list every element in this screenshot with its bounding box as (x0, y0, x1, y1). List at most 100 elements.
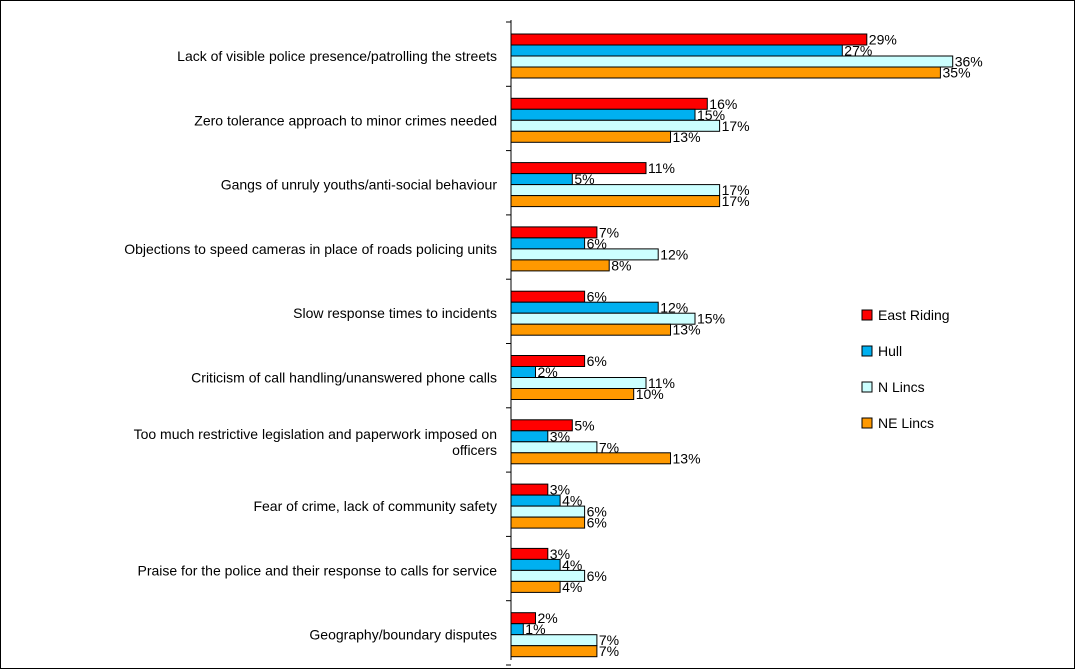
data-label: 4% (562, 579, 582, 595)
bar-n-lincs (510, 377, 647, 389)
data-label: 13% (673, 450, 701, 466)
bar-ne-lincs (510, 645, 598, 658)
data-label: 15% (697, 107, 725, 123)
data-label: 2% (538, 364, 558, 380)
bar-n-lincs (510, 184, 721, 197)
category-label: Too much restrictive legislation and pap… (134, 426, 497, 458)
category-label-line: Gangs of unruly youths/anti-social behav… (221, 177, 498, 193)
data-label: 5% (574, 171, 594, 187)
legend-swatch (861, 381, 873, 393)
data-label: 27% (844, 43, 872, 59)
bar-hull (510, 558, 561, 571)
category-label-line: Slow response times to incidents (293, 305, 497, 321)
category-label: Criticism of call handling/unanswered ph… (191, 370, 497, 386)
bar-hull (510, 366, 536, 378)
bar-hull (510, 430, 549, 443)
category-label: Zero tolerance approach to minor crimes … (194, 112, 497, 128)
bar-ne-lincs (510, 516, 586, 529)
bar-east-riding (510, 33, 868, 46)
data-label: 6% (587, 353, 607, 369)
category-label-line: Lack of visible police presence/patrolli… (177, 48, 497, 64)
category-label: Slow response times to incidents (293, 305, 497, 321)
data-label: 29% (869, 32, 897, 48)
bar-n-lincs (510, 634, 598, 647)
data-label: 13% (673, 322, 701, 338)
bar-n-lincs (510, 441, 598, 454)
bar-hull (510, 237, 586, 250)
data-label: 4% (562, 493, 582, 509)
bar-ne-lincs (510, 323, 671, 336)
bar-east-riding (510, 97, 708, 110)
bar-n-lincs (510, 55, 954, 68)
category-label-line: Praise for the police and their response… (137, 562, 497, 578)
legend: East Riding Hull N Lincs NE Lincs (861, 307, 950, 431)
data-label: 36% (955, 54, 983, 70)
data-label: 35% (943, 65, 971, 81)
data-label: 15% (697, 311, 725, 327)
data-label: 3% (550, 482, 570, 498)
bar-east-riding (510, 547, 549, 560)
bar-east-riding (510, 355, 586, 367)
data-label: 1% (525, 621, 545, 637)
bar-hull (510, 494, 561, 507)
data-label: 2% (538, 610, 558, 626)
legend-label: Hull (878, 343, 902, 359)
data-label: 11% (648, 160, 675, 176)
data-label: 7% (599, 632, 619, 648)
legend-label: NE Lincs (878, 415, 934, 431)
data-label: 17% (722, 182, 750, 198)
category-label-line: officers (452, 442, 497, 458)
data-label: 12% (660, 246, 688, 262)
bar-ne-lincs (510, 388, 635, 400)
bar-east-riding (510, 162, 647, 175)
bar-ne-lincs (510, 195, 721, 208)
category-label-line: Fear of crime, lack of community safety (253, 498, 497, 514)
bar-hull (510, 108, 696, 121)
data-label: 7% (599, 224, 619, 240)
bar-ne-lincs (510, 66, 941, 79)
data-label: 7% (599, 439, 619, 455)
bar-hull (510, 173, 573, 186)
data-label: 16% (709, 96, 737, 112)
legend-label: East Riding (878, 307, 950, 323)
legend-swatch (861, 417, 873, 429)
bar-n-lincs (510, 505, 586, 518)
data-label: 10% (636, 386, 664, 402)
data-label: 6% (587, 289, 607, 305)
bar-hull (510, 44, 843, 57)
data-label: 17% (722, 118, 750, 134)
data-label: 3% (550, 546, 570, 562)
bar-east-riding (510, 226, 598, 239)
category-label-line: Too much restrictive legislation and pap… (134, 426, 497, 442)
data-label: 3% (550, 428, 570, 444)
data-label: 4% (562, 557, 582, 573)
category-label-line: Criticism of call handling/unanswered ph… (191, 370, 497, 386)
data-label: 17% (722, 193, 750, 209)
category-label: Geography/boundary disputes (309, 627, 497, 643)
category-label-line: Geography/boundary disputes (309, 627, 497, 643)
legend-swatch (861, 345, 873, 357)
category-label-line: Zero tolerance approach to minor crimes … (194, 112, 497, 128)
data-label: 8% (611, 257, 631, 273)
bar-hull (510, 623, 524, 636)
category-label-line: Objections to speed cameras in place of … (124, 241, 497, 257)
data-label: 6% (587, 235, 607, 251)
bar-ne-lincs (510, 130, 671, 143)
data-label: 6% (587, 568, 607, 584)
data-label: 6% (587, 504, 607, 520)
bar-east-riding (510, 483, 549, 496)
category-label: Lack of visible police presence/patrolli… (177, 48, 497, 64)
bar-ne-lincs (510, 259, 610, 272)
data-label: 7% (599, 643, 619, 659)
data-label: 12% (660, 300, 688, 316)
category-label: Fear of crime, lack of community safety (253, 498, 497, 514)
category-label: Praise for the police and their response… (137, 562, 497, 578)
legend-swatch (861, 309, 873, 321)
category-label: Objections to speed cameras in place of … (124, 241, 497, 257)
bar-n-lincs (510, 312, 696, 325)
bar-hull (510, 301, 659, 314)
bar-ne-lincs (510, 580, 561, 593)
bar-east-riding (510, 290, 586, 303)
legend-label: N Lincs (878, 379, 925, 395)
